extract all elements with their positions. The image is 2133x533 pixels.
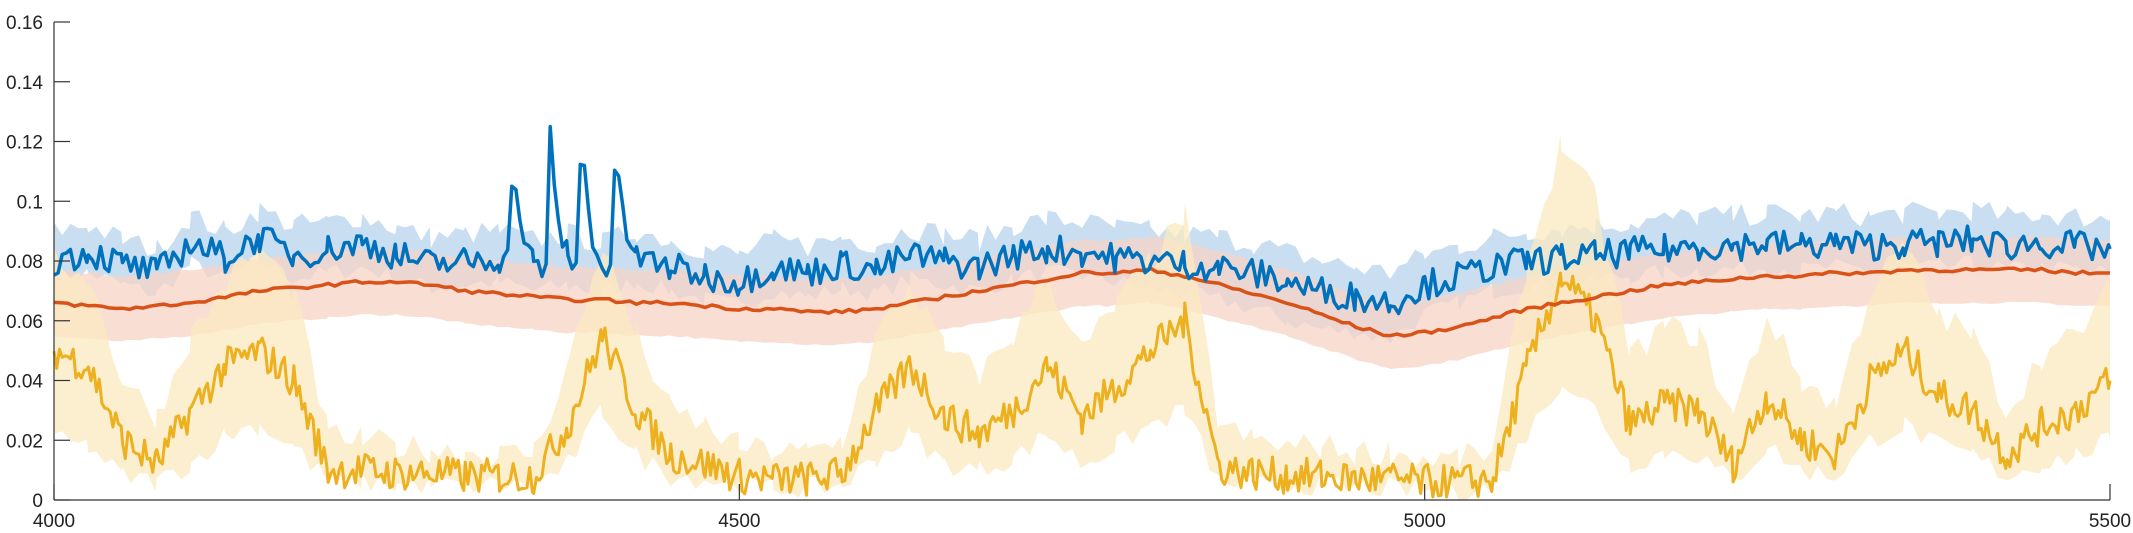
y-tick-label: 0.06 (6, 312, 43, 333)
y-tick-label: 0.02 (6, 431, 43, 452)
series-band-yellow (54, 135, 2110, 500)
series-lines (52, 124, 2112, 499)
y-tick-label: 0.12 (6, 133, 43, 154)
x-tick-label: 5000 (1404, 511, 1446, 532)
x-tick-label: 5500 (2089, 511, 2131, 532)
series-line-blue (53, 124, 2112, 316)
y-tick-label: 0.04 (6, 372, 43, 393)
x-tick-label: 4500 (718, 511, 760, 532)
y-tick-label: 0.1 (17, 192, 43, 213)
y-tick-label: 0.16 (6, 13, 43, 34)
x-axis-ticks: 4000 4500 5000 5500 (33, 484, 2131, 532)
y-tick-label: 0 (32, 491, 43, 512)
series-line-yellow (52, 271, 2112, 499)
series-line-orange (53, 266, 2110, 338)
y-tick-label: 0.08 (6, 252, 43, 273)
y-axis-ticks: 0 0.02 0.04 0.06 0.08 0.1 0.12 0.14 0.16 (6, 13, 70, 512)
y-tick-label: 0.14 (6, 73, 43, 94)
x-tick-label: 4000 (33, 511, 75, 532)
